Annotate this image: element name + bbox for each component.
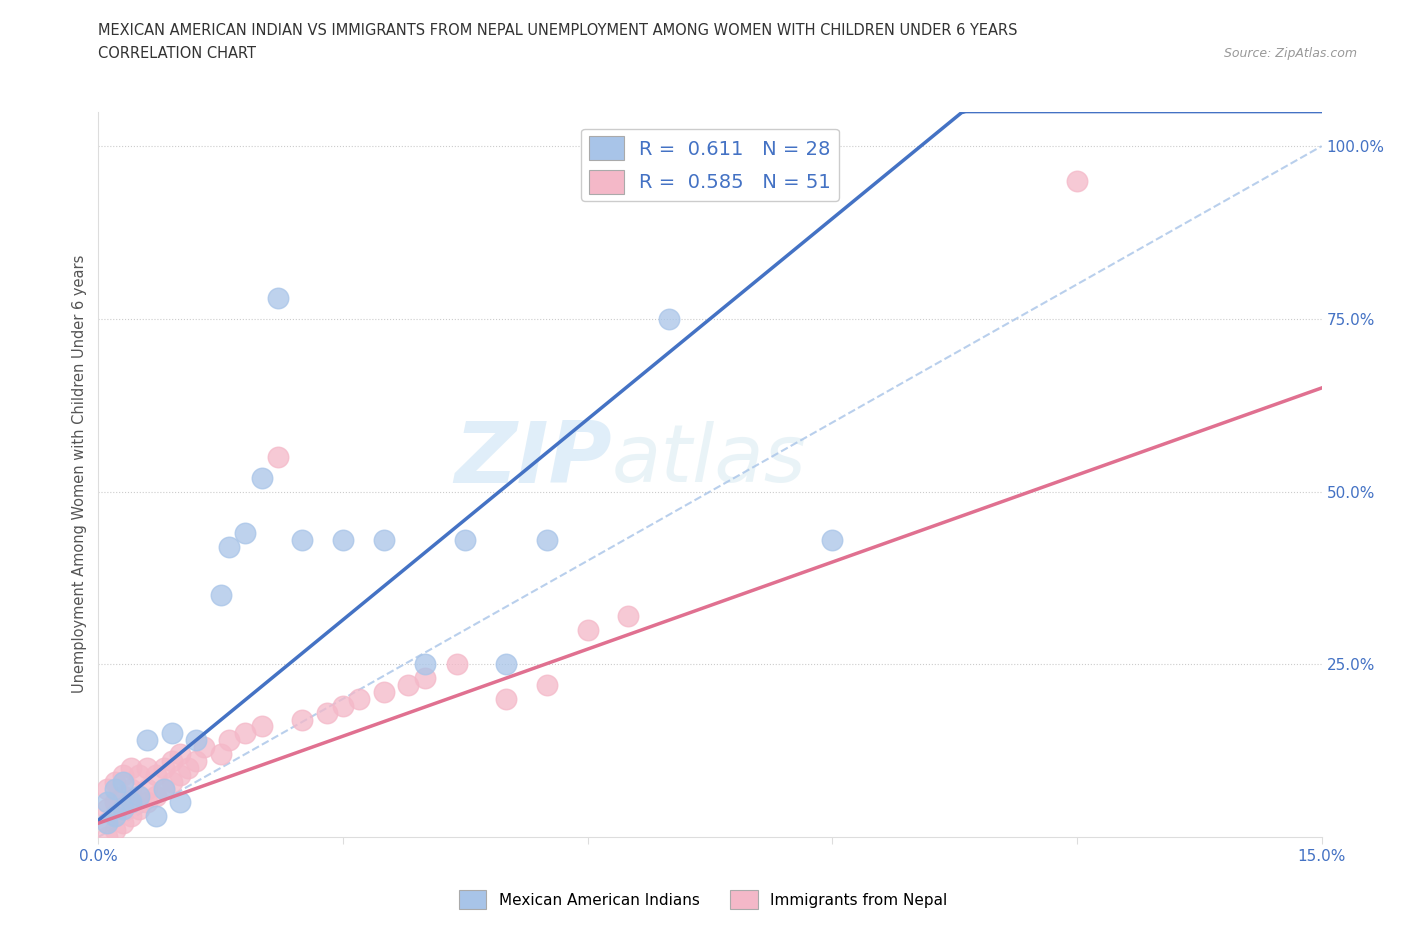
Point <box>413 657 436 671</box>
Point <box>413 671 436 685</box>
Point <box>152 761 174 776</box>
Point <box>209 747 232 762</box>
Point <box>177 761 200 776</box>
Point <box>120 795 142 810</box>
Legend: Mexican American Indians, Immigrants from Nepal: Mexican American Indians, Immigrants fro… <box>453 884 953 915</box>
Point <box>373 684 395 699</box>
Point <box>111 788 134 803</box>
Point <box>160 753 183 768</box>
Point <box>396 678 419 693</box>
Point <box>145 767 167 782</box>
Point <box>446 657 468 671</box>
Point <box>104 775 127 790</box>
Text: Source: ZipAtlas.com: Source: ZipAtlas.com <box>1223 46 1357 60</box>
Point <box>658 312 681 326</box>
Point <box>495 657 517 671</box>
Point <box>120 809 142 824</box>
Point <box>104 795 127 810</box>
Point <box>111 802 134 817</box>
Point <box>495 691 517 706</box>
Point <box>145 809 167 824</box>
Point <box>96 781 118 796</box>
Point <box>104 823 127 838</box>
Point <box>96 795 118 810</box>
Point <box>186 753 208 768</box>
Point <box>96 816 118 830</box>
Text: atlas: atlas <box>612 420 807 498</box>
Point <box>250 719 273 734</box>
Point <box>209 588 232 603</box>
Point <box>617 608 640 623</box>
Point <box>1066 173 1088 188</box>
Point <box>120 795 142 810</box>
Point <box>111 767 134 782</box>
Point <box>128 802 150 817</box>
Point <box>576 622 599 637</box>
Point <box>96 830 118 844</box>
Point <box>332 698 354 713</box>
Point <box>111 802 134 817</box>
Point <box>186 733 208 748</box>
Point <box>160 775 183 790</box>
Point <box>111 775 134 790</box>
Point <box>454 533 477 548</box>
Point <box>536 678 558 693</box>
Point <box>111 816 134 830</box>
Point <box>152 781 174 796</box>
Point <box>267 449 290 464</box>
Point <box>193 739 215 754</box>
Point <box>96 816 118 830</box>
Point <box>136 781 159 796</box>
Legend: R =  0.611   N = 28, R =  0.585   N = 51: R = 0.611 N = 28, R = 0.585 N = 51 <box>581 128 839 201</box>
Point <box>821 533 844 548</box>
Point <box>315 705 337 720</box>
Point <box>169 747 191 762</box>
Point <box>169 767 191 782</box>
Point <box>136 795 159 810</box>
Y-axis label: Unemployment Among Women with Children Under 6 years: Unemployment Among Women with Children U… <box>72 255 87 694</box>
Point <box>136 761 159 776</box>
Text: ZIP: ZIP <box>454 418 612 501</box>
Point <box>96 802 118 817</box>
Point <box>160 726 183 741</box>
Point <box>145 788 167 803</box>
Point <box>218 539 240 554</box>
Point <box>233 726 256 741</box>
Point <box>128 767 150 782</box>
Point <box>373 533 395 548</box>
Point <box>291 712 314 727</box>
Point <box>128 788 150 803</box>
Point <box>152 781 174 796</box>
Point <box>218 733 240 748</box>
Point <box>233 525 256 540</box>
Point <box>128 788 150 803</box>
Point <box>267 291 290 306</box>
Point <box>136 733 159 748</box>
Point <box>291 533 314 548</box>
Point <box>536 533 558 548</box>
Text: MEXICAN AMERICAN INDIAN VS IMMIGRANTS FROM NEPAL UNEMPLOYMENT AMONG WOMEN WITH C: MEXICAN AMERICAN INDIAN VS IMMIGRANTS FR… <box>98 23 1018 38</box>
Point <box>349 691 371 706</box>
Point <box>120 761 142 776</box>
Point <box>104 809 127 824</box>
Point <box>104 781 127 796</box>
Text: CORRELATION CHART: CORRELATION CHART <box>98 46 256 61</box>
Point <box>332 533 354 548</box>
Point <box>169 795 191 810</box>
Point <box>104 809 127 824</box>
Point <box>250 471 273 485</box>
Point <box>120 781 142 796</box>
